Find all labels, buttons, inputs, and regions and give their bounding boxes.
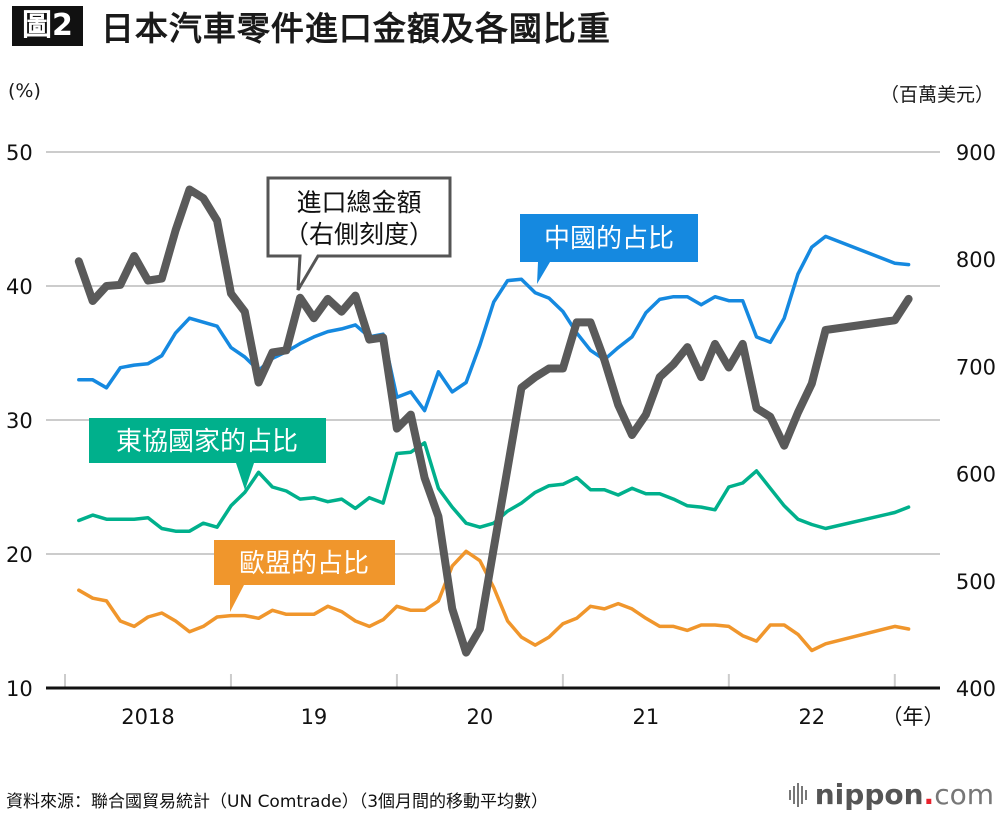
left-y-tick-label: 10 — [6, 677, 33, 701]
chart-title: 日本汽車零件進口金額及各國比重 — [100, 9, 611, 48]
callout-china: 中國的占比 — [520, 214, 698, 284]
left-y-axis-ticks: 10 20 30 40 50 — [6, 141, 33, 701]
right-axis-unit: （百萬美元） — [879, 84, 994, 106]
right-y-tick-label: 700 — [956, 355, 996, 379]
right-y-axis-ticks: 400 500 600 700 800 900 — [956, 141, 996, 701]
figure-badge: 圖2 — [12, 6, 83, 46]
source-note: 資料來源：聯合國貿易統計（UN Comtrade）（3個月間的移動平均數） — [6, 792, 549, 812]
x-tick-label: 22 — [798, 705, 825, 729]
logo-bars-icon — [788, 782, 807, 807]
series-total-import — [74, 185, 913, 657]
x-axis-ticks: 2018 19 20 21 22 （年） — [64, 674, 945, 729]
series-eu-share — [77, 549, 911, 653]
x-tick-label: 19 — [301, 705, 328, 729]
callout-asean-box — [89, 418, 326, 490]
callout-total-line2: （右側刻度） — [284, 220, 434, 249]
left-y-tick-label: 40 — [6, 275, 33, 299]
callout-asean-label: 東協國家的占比 — [116, 427, 298, 457]
callout-china-label: 中國的占比 — [544, 224, 674, 254]
title-row: 圖2 日本汽車零件進口金額及各國比重 — [12, 6, 611, 48]
right-y-tick-label: 500 — [956, 570, 996, 594]
callout-eu-label: 歐盟的占比 — [239, 549, 369, 579]
left-y-tick-label: 30 — [6, 409, 33, 433]
x-tick-label: 20 — [467, 705, 494, 729]
callout-china-box — [520, 214, 698, 284]
x-tick-label: （年） — [882, 705, 945, 729]
series-lines — [74, 185, 913, 657]
callout-asean: 東協國家的占比 — [89, 418, 326, 490]
x-tick-label: 2018 — [121, 705, 174, 729]
callout-eu: 歐盟的占比 — [214, 540, 395, 612]
nippon-logo: nippon. com — [788, 778, 994, 811]
logo-tld: com — [934, 778, 994, 811]
series-asean-share — [77, 441, 911, 533]
series-china-share — [77, 234, 911, 413]
left-axis-unit: (%) — [8, 80, 41, 102]
left-y-tick-label: 20 — [6, 543, 33, 567]
callout-total-line1: 進口總金額 — [296, 188, 421, 217]
logo-brand: nippon — [814, 778, 924, 811]
callout-total: 進口總金額 （右側刻度） — [266, 176, 452, 291]
callout-total-box — [266, 176, 452, 291]
right-y-tick-label: 400 — [956, 677, 996, 701]
right-y-tick-label: 600 — [956, 463, 996, 487]
right-y-tick-label: 800 — [956, 248, 996, 272]
right-y-tick-label: 900 — [956, 141, 996, 165]
left-y-tick-label: 50 — [6, 141, 33, 165]
logo-dot: . — [923, 778, 935, 811]
callout-eu-box — [214, 540, 395, 612]
x-tick-label: 21 — [632, 705, 659, 729]
